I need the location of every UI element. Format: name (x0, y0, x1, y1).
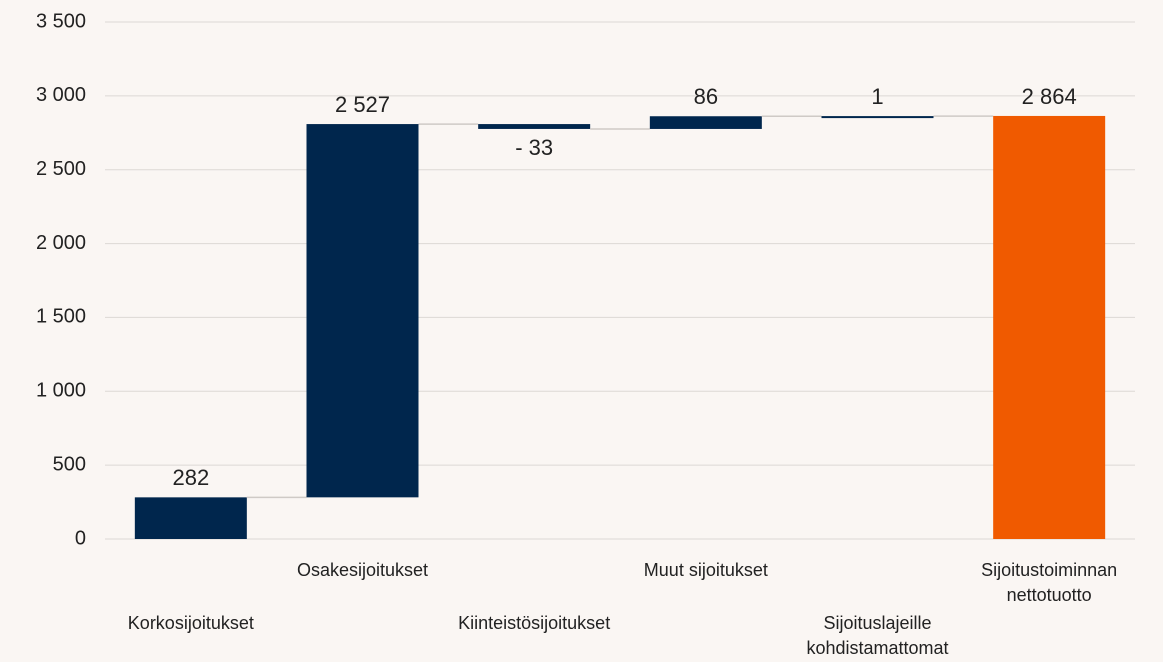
value-label: 2 864 (1022, 84, 1077, 109)
bar (478, 124, 591, 129)
y-tick-label: 2 500 (36, 158, 86, 180)
x-tick-label: Sijoituslajeille (823, 613, 931, 633)
x-tick-label: Muut sijoitukset (644, 560, 768, 580)
y-tick-label: 2 000 (36, 232, 86, 254)
y-tick-label: 3 000 (36, 84, 86, 106)
y-tick-label: 1 000 (36, 380, 86, 402)
x-tick-label: kohdistamattomat (806, 638, 948, 658)
bar (993, 115, 1106, 539)
bar (134, 497, 247, 539)
y-tick-label: 1 500 (36, 306, 86, 328)
x-tick-label: Kiinteistösijoitukset (458, 613, 610, 633)
bar (821, 116, 934, 119)
value-label: 282 (172, 465, 209, 490)
x-tick-label: Sijoitustoiminnan (981, 560, 1117, 580)
value-label: 86 (694, 84, 718, 109)
y-tick-label: 3 500 (36, 10, 86, 32)
bar (306, 124, 419, 498)
x-tick-label: nettotuotto (1007, 585, 1092, 605)
value-label: - 33 (515, 135, 553, 160)
x-tick-label: Korkosijoitukset (128, 613, 254, 633)
bar (649, 116, 762, 129)
y-tick-label: 500 (53, 453, 86, 475)
value-label: 2 527 (335, 92, 390, 117)
y-tick-label: 0 (75, 527, 86, 549)
x-tick-label: Osakesijoitukset (297, 560, 428, 580)
value-label: 1 (871, 84, 883, 109)
